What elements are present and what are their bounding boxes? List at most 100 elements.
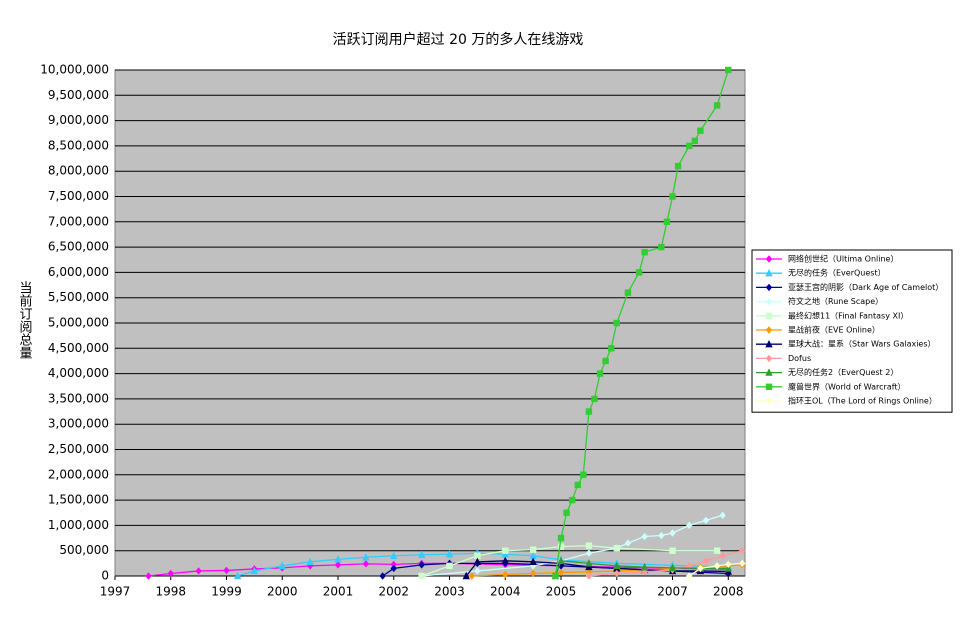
marker (691, 137, 699, 145)
y-tick-label: 1,500,000 (48, 493, 109, 507)
marker (765, 354, 773, 363)
marker (557, 556, 565, 565)
marker (697, 564, 704, 573)
marker (557, 568, 565, 577)
x-tick-label: 1999 (211, 585, 242, 599)
marker (362, 560, 370, 568)
marker (278, 561, 286, 570)
marker (669, 529, 676, 537)
marker (529, 546, 537, 553)
marker (417, 550, 426, 558)
marker (669, 547, 676, 554)
y-axis-label: 当前订阅总量 (17, 281, 33, 359)
marker (702, 516, 710, 525)
marker (585, 568, 593, 576)
marker (765, 283, 773, 292)
x-tick-label: 2008 (713, 585, 744, 599)
marker (445, 550, 454, 558)
marker (145, 572, 152, 580)
marker (602, 357, 609, 365)
marker (719, 511, 726, 519)
y-tick-label: 2,000,000 (48, 467, 109, 481)
y-tick-label: 8,500,000 (48, 138, 109, 152)
x-tick-label: 1998 (155, 585, 186, 599)
marker (613, 544, 620, 552)
y-tick-label: 5,000,000 (48, 316, 109, 330)
marker (563, 509, 570, 516)
marker (765, 255, 773, 263)
y-tick-label: 8,000,000 (48, 164, 109, 178)
legend-label: 无尽的任务2（EverQuest 2） (788, 367, 898, 377)
marker (739, 547, 746, 555)
marker (697, 127, 704, 134)
marker (765, 326, 773, 334)
marker (250, 566, 259, 575)
x-tick-label: 2006 (601, 585, 632, 599)
marker (306, 557, 314, 566)
marker (635, 269, 643, 276)
marker (624, 289, 632, 296)
series (686, 559, 746, 580)
marker (167, 569, 174, 578)
marker (195, 567, 202, 575)
x-tick-label: 2005 (546, 585, 577, 599)
marker (713, 562, 721, 570)
marker (473, 557, 482, 566)
legend-label: 魔兽世界（World of Warcraft） (788, 381, 906, 391)
legend-label: 亚瑟王宫的阴影（Dark Age of Camelot） (788, 282, 943, 292)
marker (765, 368, 773, 376)
legend-label: Dofus (788, 354, 811, 363)
y-tick-label: 4,500,000 (48, 341, 109, 355)
x-tick-label: 2003 (434, 585, 465, 599)
marker (585, 572, 593, 580)
marker (607, 345, 615, 352)
legend: 网络创世纪（Ultima Online） 无尽的任务（EverQuest） 亚瑟王宫… (751, 249, 953, 413)
x-tick-label: 1997 (100, 585, 131, 599)
y-tick-label: 500,000 (59, 543, 109, 557)
marker (418, 561, 425, 569)
x-tick-label: 2007 (657, 585, 688, 599)
marker (765, 340, 773, 348)
x-tick-label: 2001 (323, 585, 354, 599)
marker (713, 102, 721, 109)
legend-label: 指环王OL（The Lord of Rings Online） (788, 396, 937, 406)
marker (502, 547, 509, 554)
marker (585, 549, 593, 557)
marker (765, 297, 773, 306)
marker (418, 572, 425, 580)
marker (462, 571, 470, 580)
marker (658, 243, 665, 251)
marker (725, 66, 732, 74)
marker (663, 218, 671, 225)
marker (362, 553, 370, 561)
marker (641, 532, 648, 541)
marker (765, 269, 773, 277)
marker (557, 534, 565, 542)
series (418, 542, 721, 580)
marker (739, 559, 746, 568)
marker (334, 561, 342, 569)
series-line (421, 544, 718, 577)
y-tick-label: 0 (101, 569, 109, 583)
y-tick-label: 2,500,000 (48, 442, 109, 456)
marker (668, 563, 677, 572)
marker (713, 547, 721, 554)
legend-label: 符文之地（Rune Scape） (788, 296, 883, 306)
marker (446, 562, 453, 570)
y-tick-label: 5,500,000 (48, 290, 109, 304)
legend-label: 无尽的任务（EverQuest） (788, 268, 886, 278)
y-tick-label: 10,000,000 (40, 63, 109, 77)
marker (379, 572, 386, 580)
marker (334, 555, 342, 563)
legend-label: 星战前夜（EVE Online） (788, 325, 880, 335)
marker (669, 193, 676, 200)
marker (613, 561, 621, 570)
y-tick-label: 3,500,000 (48, 391, 109, 405)
y-tick-label: 3,000,000 (48, 417, 109, 431)
marker (641, 248, 648, 256)
marker (474, 552, 481, 559)
marker (596, 370, 604, 377)
marker (765, 312, 773, 319)
marker (686, 521, 693, 530)
marker (557, 543, 565, 550)
